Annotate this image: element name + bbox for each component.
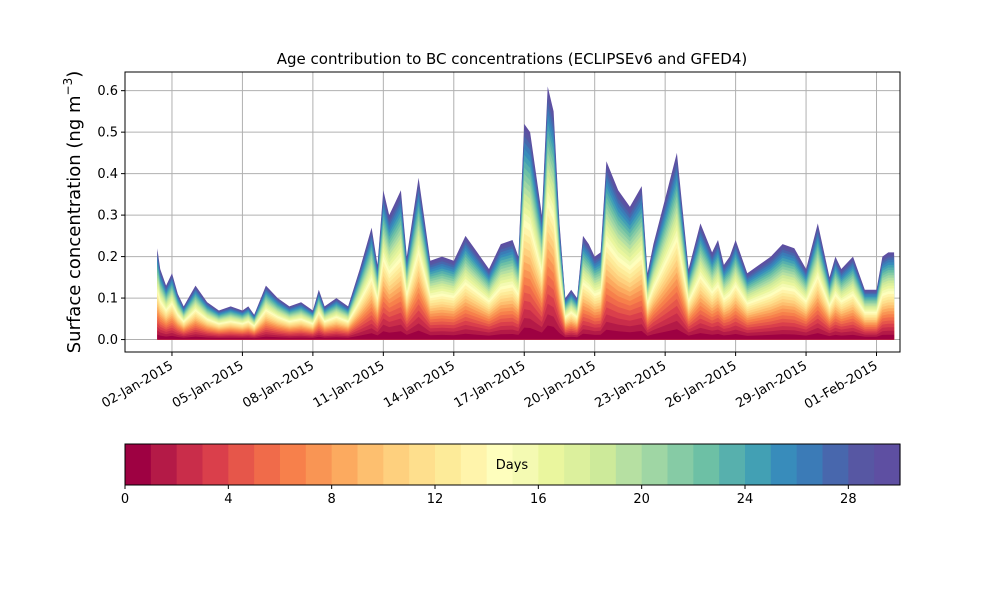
- colorbar-cell: [693, 444, 720, 485]
- plot-area: 0.0 0.1 0.2 0.3 0.4 0.5 0.6 02-Jan-201505-Jan-…: [97, 71, 901, 412]
- colorbar-label: Days: [496, 458, 529, 473]
- stacked-age-layers: [157, 86, 895, 340]
- colorbar-cell: [435, 444, 462, 485]
- x-tick-label: 14-Jan-2015: [381, 358, 458, 411]
- colorbar-cell: [667, 444, 694, 485]
- colorbar-cell: [512, 444, 539, 485]
- colorbar-cell: [564, 444, 591, 485]
- colorbar-cell: [848, 444, 875, 485]
- colorbar-cell: [822, 444, 849, 485]
- y-axis: 0.0 0.1 0.2 0.3 0.4 0.5 0.6: [97, 84, 125, 348]
- colorbar-cell: [874, 444, 901, 485]
- plot-frame: [124, 71, 901, 353]
- colorbar-cell: [125, 444, 152, 485]
- colorbar-tick-label: 24: [737, 492, 754, 507]
- colorbar-frame: [124, 443, 901, 486]
- y-axis-label-exponent: −3: [61, 78, 75, 96]
- x-tick-label: 26-Jan-2015: [663, 358, 740, 411]
- x-tick-label: 29-Jan-2015: [733, 358, 810, 411]
- y-tick-label: 0.1: [97, 292, 118, 307]
- colorbar-cell: [176, 444, 204, 485]
- y-tick-label: 0.0: [97, 333, 118, 348]
- colorbar-cell: [383, 444, 410, 485]
- x-tick-label: 08-Jan-2015: [240, 358, 317, 411]
- colorbar-cell: [254, 444, 281, 485]
- y-tick-label: 0.2: [97, 250, 118, 265]
- y-axis-label: Surface concentration (ng m−3): [61, 71, 85, 354]
- colorbar-cell: [202, 444, 229, 485]
- colorbar-cell: [770, 444, 798, 485]
- colorbar-tick-label: 12: [427, 492, 444, 507]
- colorbar-cell: [460, 444, 488, 485]
- x-tick-label: 23-Jan-2015: [593, 358, 670, 411]
- colorbar-cells: [125, 444, 901, 485]
- chart-title: Age contribution to BC concentrations (E…: [277, 50, 748, 68]
- colorbar-cell: [615, 444, 643, 485]
- y-tick-label: 0.5: [97, 126, 118, 141]
- x-tick-label: 02-Jan-2015: [99, 358, 176, 411]
- colorbar-tick-label: 4: [224, 492, 232, 507]
- colorbar-cell: [357, 444, 384, 485]
- colorbar-cell: [796, 444, 824, 485]
- colorbar-tick-label: 28: [840, 492, 857, 507]
- colorbar-cell: [538, 444, 565, 485]
- y-tick-label: 0.4: [97, 167, 118, 182]
- colorbar-cell: [228, 444, 255, 485]
- colorbar-cell: [719, 444, 746, 485]
- colorbar-tick-label: 16: [530, 492, 547, 507]
- x-tick-label: 05-Jan-2015: [170, 358, 247, 411]
- x-tick-label: 11-Jan-2015: [311, 358, 388, 411]
- colorbar-cell: [486, 444, 514, 485]
- colorbar-cell: [150, 444, 178, 485]
- colorbar-tick-label: 20: [633, 492, 650, 507]
- colorbar-cell: [745, 444, 772, 485]
- colorbar-cell: [305, 444, 333, 485]
- colorbar: Days 0 4 8 12 16 20 24 28: [121, 443, 901, 507]
- x-tick-label: 17-Jan-2015: [452, 358, 529, 411]
- age-layer-1: [157, 314, 895, 340]
- colorbar-cell: [590, 444, 617, 485]
- colorbar-ticks: 0 4 8 12 16 20 24 28: [121, 485, 857, 507]
- y-tick-label: 0.6: [97, 84, 118, 99]
- x-tick-label: 20-Jan-2015: [522, 358, 599, 411]
- colorbar-tick-label: 8: [328, 492, 336, 507]
- y-tick-label: 0.3: [97, 209, 118, 224]
- x-tick-label: 01-Feb-2015: [802, 358, 881, 412]
- colorbar-cell: [280, 444, 307, 485]
- colorbar-cell: [641, 444, 669, 485]
- age-layer-0: [157, 325, 895, 340]
- colorbar-tick-label: 0: [121, 492, 129, 507]
- colorbar-cell: [409, 444, 436, 485]
- x-axis: 02-Jan-201505-Jan-201508-Jan-201511-Jan-…: [99, 352, 881, 412]
- colorbar-cell: [331, 444, 359, 485]
